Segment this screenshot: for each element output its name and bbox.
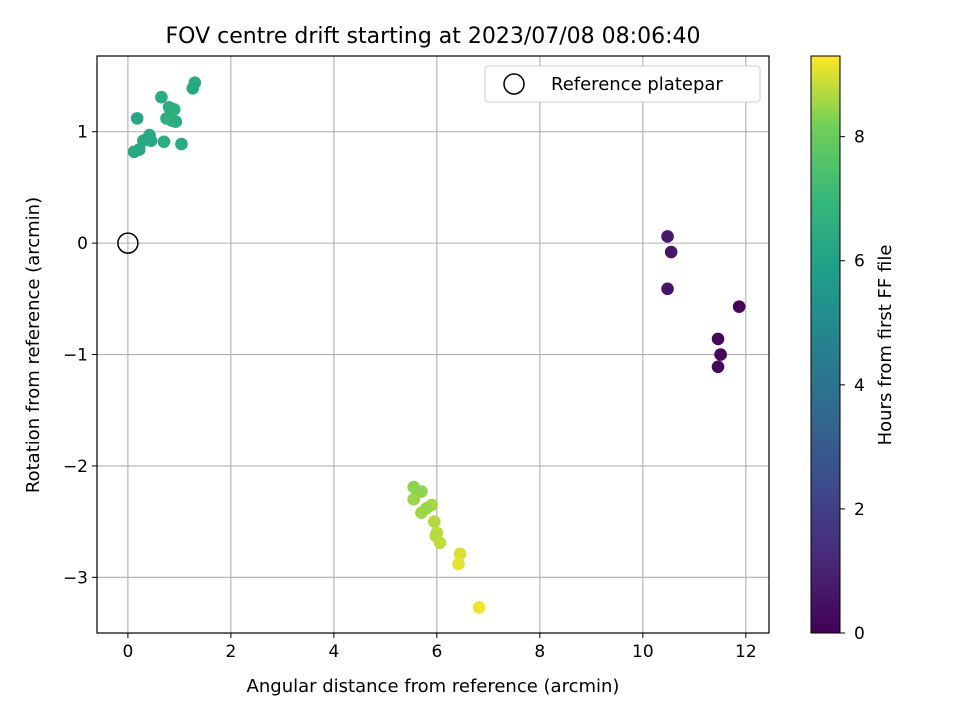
y-axis-ticks: −3 −2 −1 0 1 <box>63 123 97 588</box>
x-axis-label: Angular distance from reference (arcmin) <box>247 676 620 697</box>
grid <box>97 56 769 633</box>
x-tick-label: 0 <box>122 642 133 662</box>
y-tick-label: −3 <box>63 568 88 588</box>
scatter-point <box>732 300 746 313</box>
colorbar-tick-label: 0 <box>854 624 865 644</box>
y-tick-label: −2 <box>63 457 88 477</box>
x-tick-label: 6 <box>431 642 442 662</box>
colorbar-tick-label: 8 <box>854 128 865 148</box>
scatter-point <box>661 282 674 296</box>
scatter-point <box>433 536 447 550</box>
colorbar-tick-label: 4 <box>854 376 865 396</box>
y-axis-label: Rotation from reference (arcmin) <box>23 197 44 493</box>
reference-platepar-marker <box>117 232 139 254</box>
scatter-point <box>453 547 467 561</box>
scatter-point <box>415 485 428 498</box>
x-tick-label: 12 <box>735 642 757 662</box>
y-tick-label: 1 <box>77 123 88 143</box>
scatter-point <box>130 112 144 125</box>
data-points <box>117 76 746 614</box>
legend-reference-marker <box>503 73 525 95</box>
x-axis-ticks: 0 2 4 6 8 10 12 <box>122 633 757 662</box>
legend: Reference platepar <box>484 65 761 103</box>
y-tick-label: 0 <box>77 234 88 254</box>
scatter-point <box>711 332 725 346</box>
x-tick-label: 10 <box>632 642 654 662</box>
x-tick-label: 4 <box>328 642 339 662</box>
x-tick-label: 2 <box>225 642 236 662</box>
colorbar-label: Hours from first FF file <box>875 245 896 446</box>
scatter-point <box>427 515 441 528</box>
scatter-point <box>664 245 678 259</box>
scatter-point <box>155 90 168 104</box>
colorbar-ticks: 0 2 4 6 8 <box>840 128 865 644</box>
colorbar-tick-label: 6 <box>854 252 865 272</box>
scatter-point <box>407 493 420 506</box>
scatter-point <box>714 348 727 361</box>
scatter-point <box>127 145 141 159</box>
legend-label-reference: Reference platepar <box>551 74 723 95</box>
x-tick-label: 8 <box>534 642 545 662</box>
colorbar-gradient <box>810 55 841 634</box>
scatter-point <box>169 115 183 129</box>
scatter-point <box>472 601 486 614</box>
scatter-point <box>661 230 674 243</box>
chart-title: FOV centre drift starting at 2023/07/08 … <box>166 24 701 49</box>
scatter-point <box>175 137 188 151</box>
y-tick-label: −1 <box>63 346 88 366</box>
legend-box <box>484 65 761 103</box>
scatter-point <box>167 103 181 116</box>
scatter-point <box>711 360 725 374</box>
scatter-point <box>144 134 158 147</box>
plot-area-frame <box>96 55 770 634</box>
scatter-point <box>415 506 428 519</box>
scatter-point <box>452 557 465 571</box>
scatter-point <box>157 135 171 149</box>
colorbar-tick-label: 2 <box>854 500 865 520</box>
scatter-point <box>186 82 200 95</box>
colorbar: 0 2 4 6 8 Hours from first FF file <box>810 55 896 644</box>
